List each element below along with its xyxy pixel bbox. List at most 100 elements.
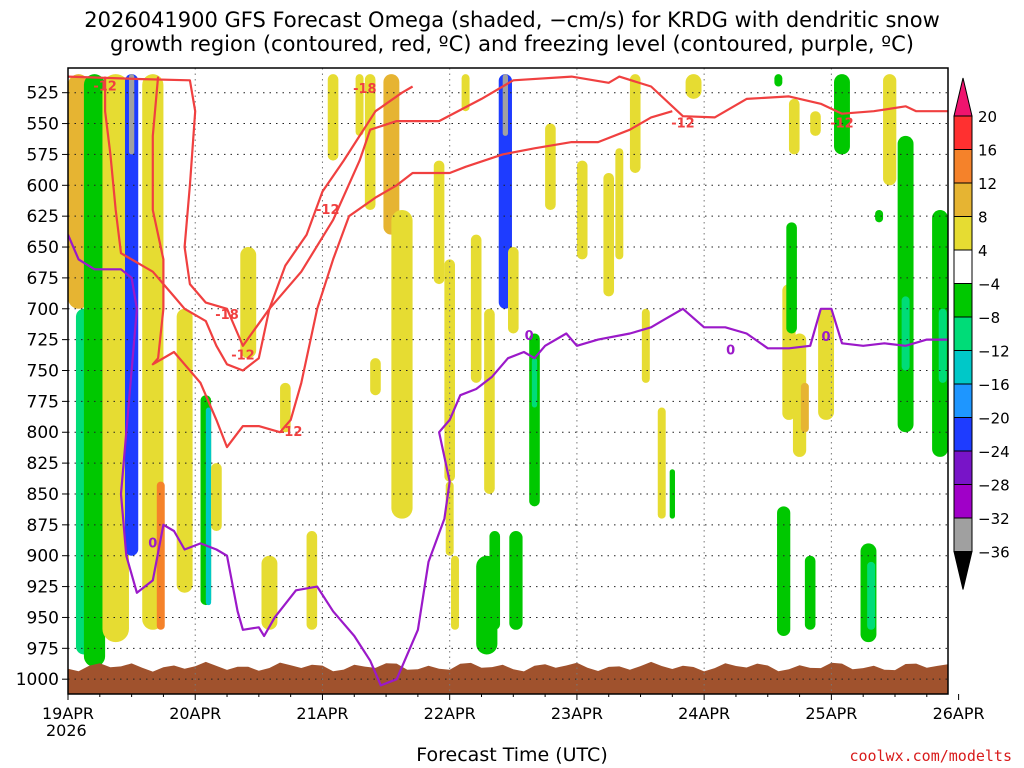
colorbar: 20 16 12 8 4 −4 −8 −12 −16 −20 −24 −28 −32 −36 (953, 77, 1010, 590)
colorbar-label-9: −20 (978, 410, 1010, 428)
omega-shade-46 (774, 74, 783, 87)
omega-shade-33 (508, 247, 519, 334)
omega-shade-29 (484, 308, 495, 494)
omega-shade-0 (68, 74, 90, 309)
omega-shade-19 (370, 358, 381, 396)
omega-shade-17 (355, 74, 364, 136)
x-tick-label-6: 25APR (805, 704, 857, 723)
contour-layer: -12 -12 -12 -12 -12 -12 -18 -18 0 0 0 0 (68, 75, 948, 687)
y-axis: 525 550 575 600 625 650 675 700 725 750 775 800 825 8… (16, 84, 68, 690)
omega-shade-15 (306, 531, 318, 630)
colorbar-segment-6 (953, 283, 973, 318)
y-tick-label-12: 825 (27, 454, 59, 474)
contour-label-dgz_-18-1: -18 (215, 308, 239, 323)
ground-fill (68, 661, 948, 694)
omega-shade-50 (788, 98, 800, 155)
x-tick-label-3: 22APR (424, 704, 476, 723)
omega-shade-34 (509, 531, 523, 630)
omega-shade-54 (810, 111, 821, 136)
y-tick-label-17: 950 (27, 608, 59, 628)
omega-shade-16 (327, 74, 339, 161)
omega-shade-12 (240, 247, 257, 359)
y-tick-label-4: 625 (27, 207, 59, 227)
colorbar-segment-11 (953, 450, 973, 485)
y-tick-label-0: 525 (27, 84, 59, 104)
x-axis: 19APR 20APR 21APR 22APR 23APR 24APR 25APR 26APR (42, 694, 985, 723)
colorbar-label-2: 12 (978, 175, 997, 193)
omega-shade-53 (804, 555, 816, 630)
omega-shade-13 (261, 555, 278, 630)
omega-shade-62 (901, 296, 910, 371)
colorbar-segment-2 (953, 149, 973, 184)
contour-dgz_-12_lower (151, 76, 673, 449)
y-tick-label-9: 750 (27, 362, 59, 382)
contour-dgz_-18 (104, 76, 414, 372)
omega-shade-32 (502, 74, 508, 136)
y-tick-label-1: 550 (27, 115, 59, 135)
x-tick-label-7: 26APR (933, 704, 985, 723)
y-tick-label-5: 650 (27, 238, 59, 258)
x-axis-title: Forecast Time (UTC) (416, 744, 608, 766)
omega-shade-47 (777, 506, 791, 636)
omega-shade-58 (867, 561, 876, 630)
colorbar-segment-7 (953, 316, 973, 351)
contour-label-dgz_-12_lower-0: -12 (231, 349, 255, 364)
y-tick-label-15: 900 (27, 547, 59, 567)
colorbar-label-1: 16 (978, 142, 997, 160)
contour-label-freezing_0-1: 0 (525, 329, 534, 344)
colorbar-segment-10 (953, 417, 973, 452)
y-tick-label-10: 775 (27, 392, 59, 412)
omega-shade-20 (383, 74, 400, 235)
omega-shade-42 (641, 308, 650, 383)
omega-shade-41 (629, 74, 641, 173)
omega-shade-10 (205, 407, 212, 606)
contour-dgz_-12_upper (68, 75, 948, 347)
contour-label-freezing_0-2: 0 (726, 344, 735, 359)
contour-label-dgz_-12_upper-1: -12 (830, 117, 854, 132)
omega-shade-7 (156, 481, 165, 630)
omega-shade-21 (391, 209, 413, 519)
ground-layer (68, 661, 948, 694)
colorbar-bottom-triangle (953, 551, 973, 590)
contour-label-dgz_-12_upper-0: -12 (671, 117, 695, 132)
chart-title-line-2: growth region (contoured, red, ºC) and f… (110, 32, 914, 56)
colorbar-label-7: −12 (978, 343, 1010, 361)
omega-shade-61 (897, 135, 914, 433)
colorbar-label-13: −36 (978, 544, 1010, 562)
omega-shade-44 (669, 469, 675, 519)
omega-shade-27 (470, 234, 482, 383)
omega-shade-14 (280, 382, 291, 433)
y-tick-label-18: 975 (27, 639, 59, 659)
omega-shade-18 (364, 74, 376, 210)
colorbar-label-10: −24 (978, 443, 1010, 461)
omega-shade-37 (545, 123, 556, 210)
y-tick-label-6: 675 (27, 269, 59, 289)
x-tick-label-4: 23APR (551, 704, 603, 723)
colorbar-label-4: 4 (978, 242, 988, 260)
omega-shade-45 (685, 74, 702, 99)
omega-shade-4 (124, 74, 139, 556)
contour-label-dgz_-12_lower-2: -12 (279, 425, 303, 440)
x-tick-label-5: 24APR (678, 704, 730, 723)
contour-label-dgz_-18-0: -12 (93, 80, 117, 95)
y-tick-label-19: 1000 (16, 670, 59, 690)
colorbar-segment-1 (953, 115, 973, 150)
y-tick-label-14: 875 (27, 516, 59, 536)
colorbar-label-12: −32 (978, 510, 1010, 528)
y-tick-label-8: 725 (27, 331, 59, 351)
colorbar-label-5: −4 (978, 276, 1000, 294)
x-tick-label-2: 21APR (296, 704, 348, 723)
colorbar-segment-8 (953, 350, 973, 385)
omega-shade-59 (875, 209, 884, 223)
credit-link[interactable]: coolwx.com/modelts (849, 747, 1012, 765)
contour-label-freezing_0-3: 0 (822, 330, 831, 345)
y-tick-label-3: 600 (27, 176, 59, 196)
x-tick-label-1: 20APR (169, 704, 221, 723)
contour-label-dgz_-18-2: -18 (353, 82, 377, 97)
colorbar-label-6: −8 (978, 309, 1000, 327)
contour-label-freezing_0-0: 0 (148, 536, 157, 551)
contour-label-dgz_-12_lower-1: -12 (316, 203, 340, 218)
y-tick-label-11: 800 (27, 423, 59, 443)
year-label: 2026 (46, 721, 87, 740)
